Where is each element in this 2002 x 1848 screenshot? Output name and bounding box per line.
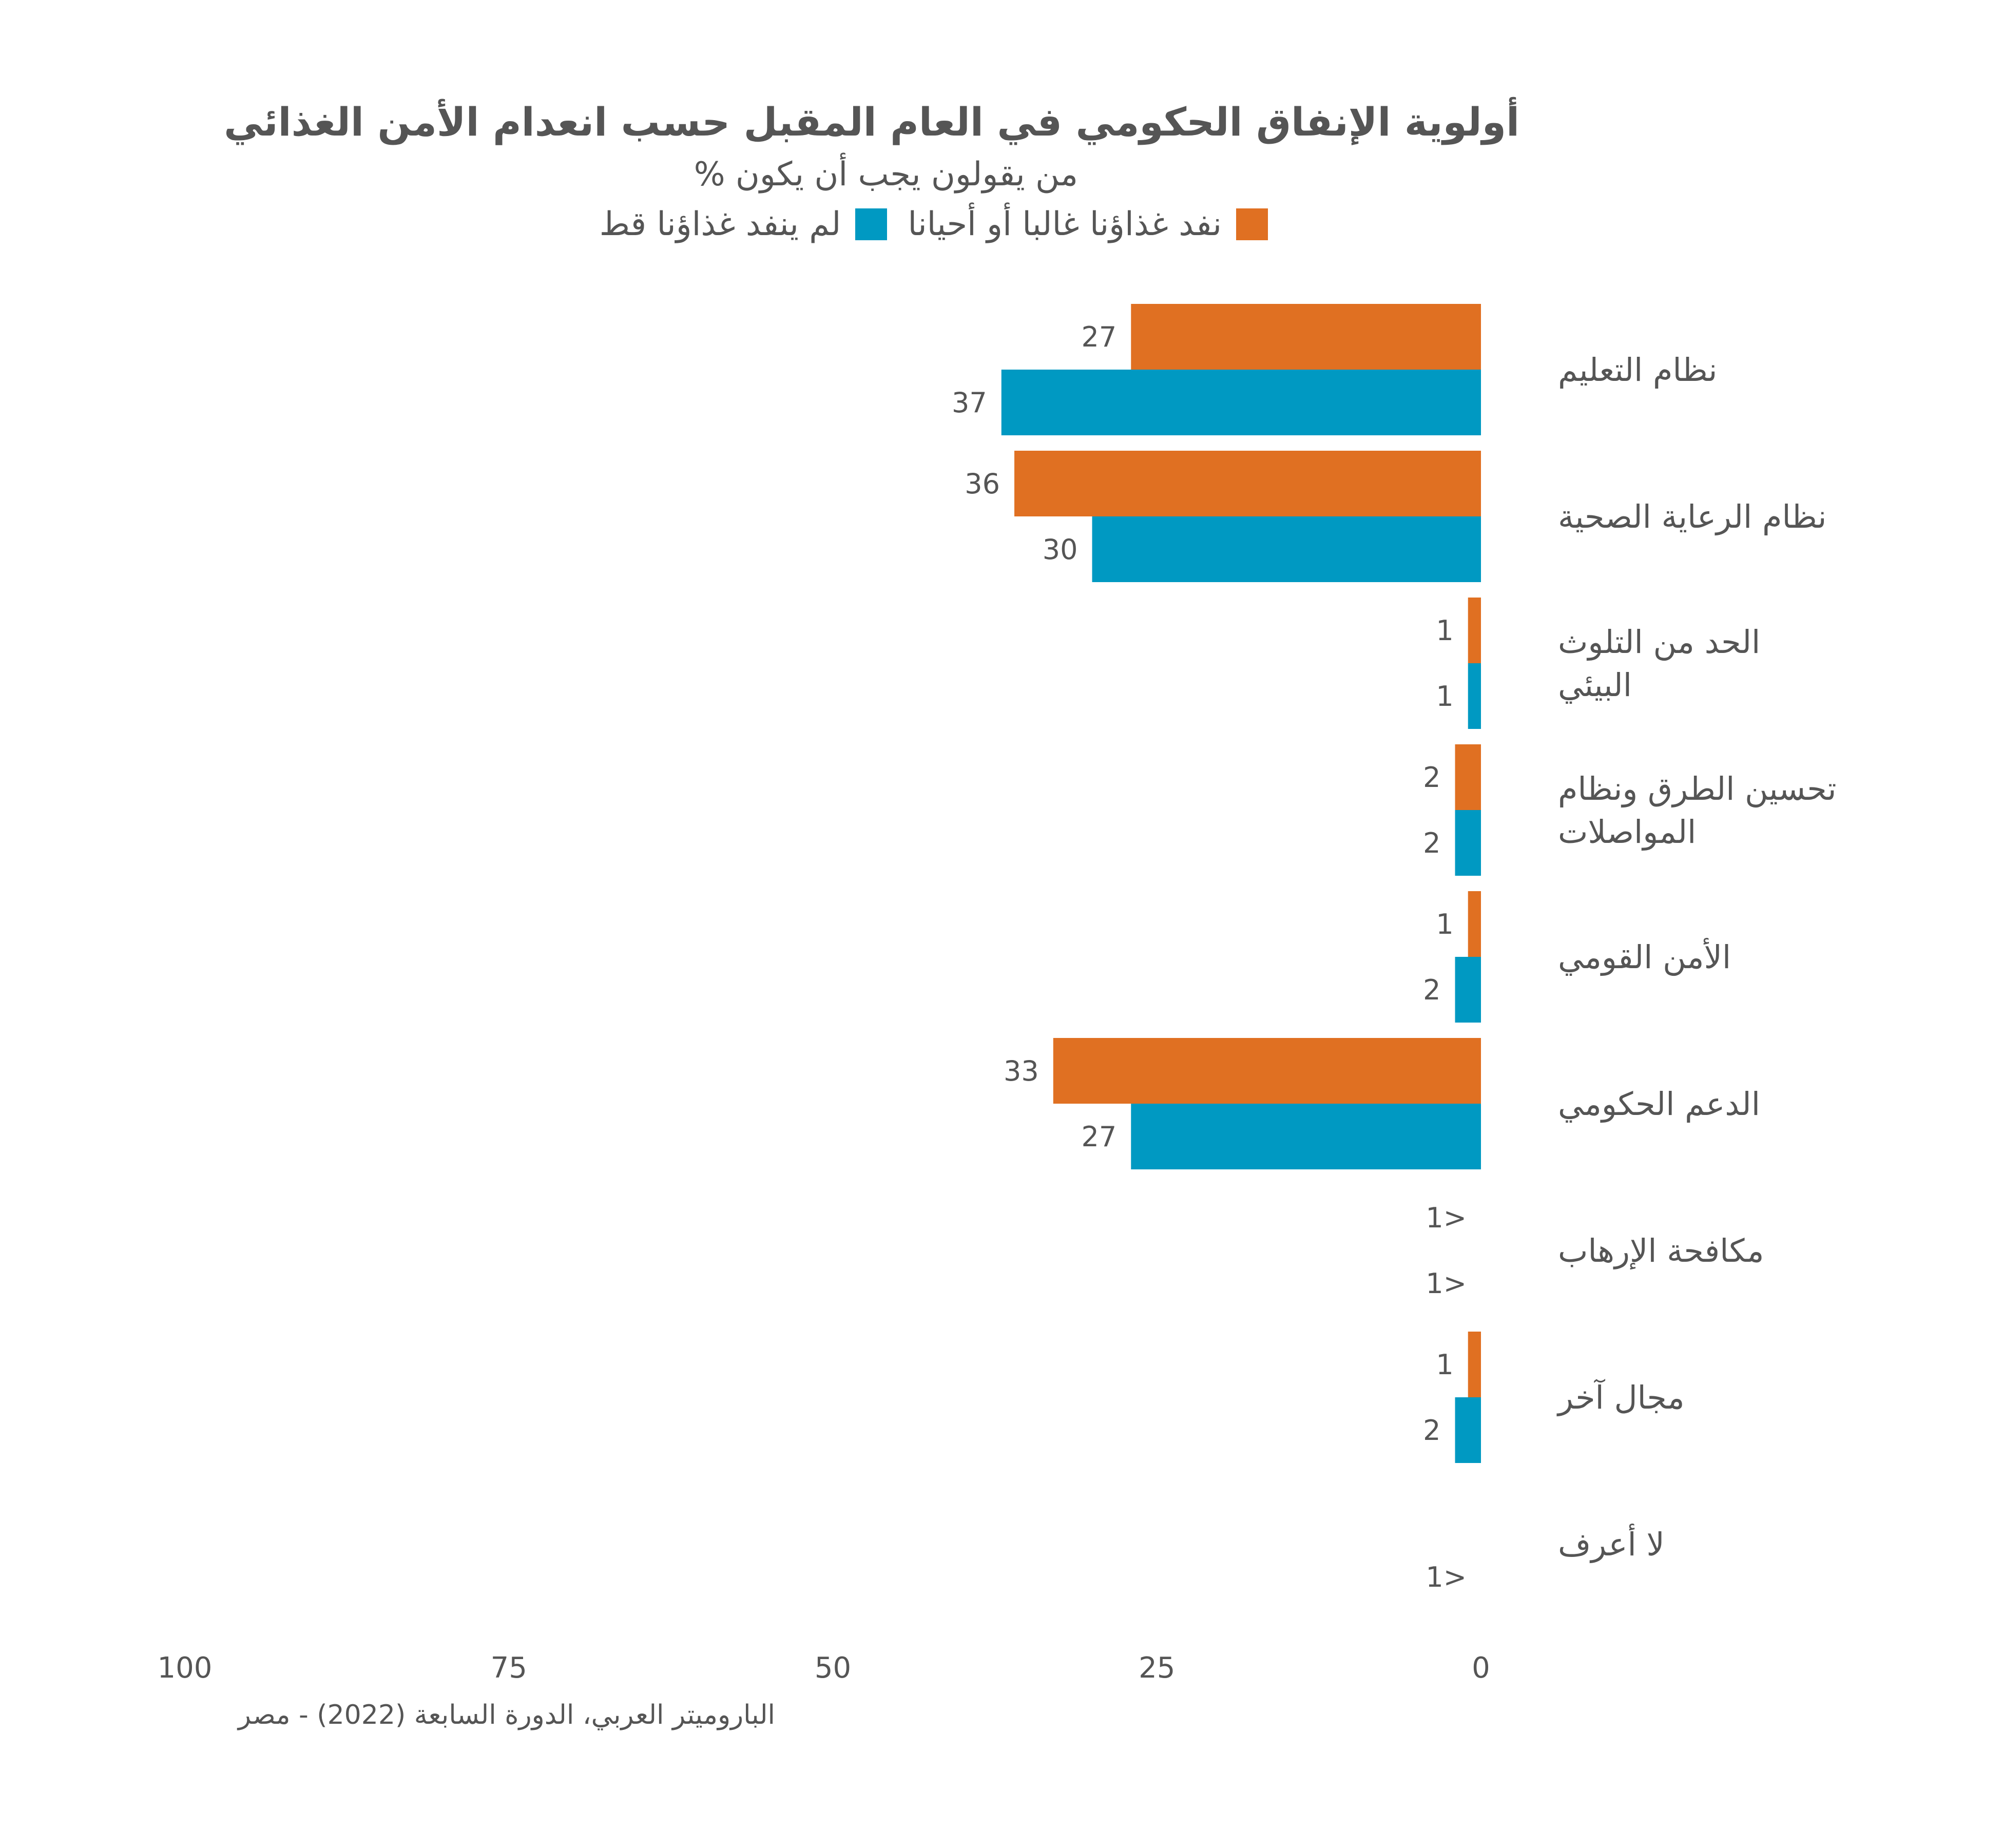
bar-5-series-1 [1468, 891, 1481, 957]
bar-6-series-1 [1053, 1038, 1481, 1104]
data-label-1-series-1: 27 [1082, 321, 1117, 353]
category-label-2: نظام الرعاية الصحية [1558, 498, 1826, 535]
data-label-5-series-1: 1 [1436, 908, 1453, 940]
category-label-8: مجال آخر [1556, 1378, 1685, 1416]
data-label-1-series-2: 37 [952, 387, 987, 419]
legend-item-series-1: نفد غذاؤنا غالبا أو أحيانا [908, 205, 1268, 243]
bar-4-series-2 [1455, 810, 1481, 876]
data-label-4-series-1: 2 [1423, 761, 1440, 794]
legend-swatch-series-1 [1236, 208, 1268, 240]
data-label-4-series-2: 2 [1423, 827, 1440, 859]
category-label-4-line-2: المواصلات [1558, 813, 1696, 851]
x-tick-label-3: 50 [815, 1651, 851, 1685]
bar-5-series-2 [1455, 957, 1481, 1023]
data-label-9-series-2: 1> [1426, 1561, 1467, 1593]
legend-item-series-2: لم ينفد غذاؤنا قط [600, 205, 888, 243]
legend-swatch-series-2 [855, 208, 888, 240]
legend: نفد غذاؤنا غالبا أو أحيانا لم ينفد غذاؤن… [579, 205, 1268, 243]
x-tick-label-5: 0 [1472, 1651, 1490, 1685]
category-label-3-line-1: الحد من التلوث [1558, 623, 1760, 661]
x-tick-label-2: 75 [491, 1651, 527, 1685]
data-label-3-series-2: 1 [1436, 680, 1453, 713]
bar-6-series-2 [1131, 1104, 1481, 1169]
category-label-4-line-1: تحسين الطرق ونظام [1558, 770, 1837, 807]
bar-1-series-2 [1001, 370, 1481, 435]
data-label-7-series-1: 1> [1426, 1202, 1467, 1234]
data-label-5-series-2: 2 [1423, 974, 1440, 1006]
x-tick-label-1: 100 [158, 1651, 213, 1685]
category-label-7: مكافحة الإرهاب [1558, 1232, 1764, 1270]
data-label-6-series-1: 33 [1004, 1055, 1039, 1087]
data-label-8-series-1: 1 [1436, 1349, 1453, 1381]
bar-2-series-2 [1092, 516, 1481, 582]
bar-3-series-1 [1468, 598, 1481, 663]
category-label-3-line-2: البيئي [1558, 666, 1632, 704]
category-label-1: نظام التعليم [1558, 351, 1717, 389]
data-label-2-series-1: 36 [965, 468, 1000, 500]
data-label-2-series-2: 30 [1043, 533, 1078, 566]
chart-subtitle: % من يقولون يجب أن يكون [694, 156, 1078, 194]
bar-1-series-1 [1131, 304, 1481, 370]
data-label-3-series-1: 1 [1436, 614, 1453, 647]
chart-title: أولوية الإنفاق الحكومي في العام المقبل ح… [224, 99, 1519, 145]
source-note: الباروميتر العربي، الدورة السابعة (2022)… [238, 1700, 775, 1730]
data-label-8-series-2: 2 [1423, 1414, 1440, 1447]
bar-3-series-2 [1468, 663, 1481, 729]
legend-label-series-2: لم ينفد غذاؤنا قط [599, 205, 841, 243]
data-label-6-series-2: 27 [1082, 1121, 1117, 1153]
bar-8-series-1 [1468, 1332, 1481, 1397]
bar-8-series-2 [1455, 1397, 1481, 1463]
category-label-9: لا أعرف [1558, 1524, 1665, 1563]
x-tick-label-4: 25 [1139, 1651, 1175, 1685]
category-label-6: الدعم الحكومي [1558, 1085, 1760, 1123]
bar-2-series-1 [1014, 451, 1481, 516]
data-label-7-series-2: 1> [1426, 1267, 1467, 1300]
legend-label-series-1: نفد غذاؤنا غالبا أو أحيانا [908, 205, 1222, 243]
bar-4-series-1 [1455, 744, 1481, 810]
category-label-5: الأمن القومي [1558, 937, 1731, 976]
